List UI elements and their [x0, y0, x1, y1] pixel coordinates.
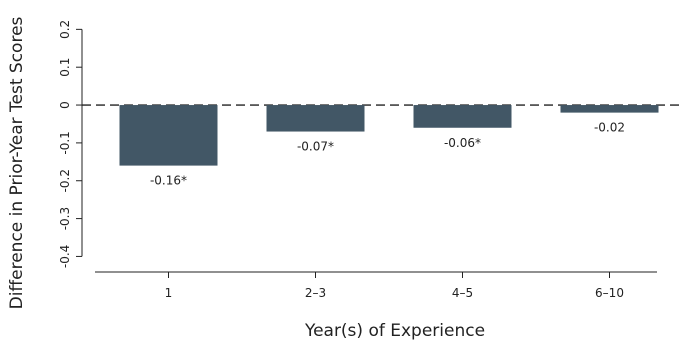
y-tick-label: -0.1 [58, 131, 72, 154]
x-tick-label: 4–5 [452, 286, 473, 300]
bar [119, 105, 218, 166]
y-axis-title: Difference in Prior-Year Test Scores [7, 16, 27, 309]
bar [266, 105, 365, 132]
bar-data-label: -0.07* [297, 140, 334, 154]
bar [413, 105, 512, 128]
bar-data-label: -0.16* [150, 174, 187, 188]
bar-data-label: -0.06* [444, 136, 481, 150]
x-tick-label: 2–3 [305, 286, 326, 300]
y-tick-label: 0 [58, 101, 72, 109]
y-tick-label: -0.2 [58, 169, 72, 192]
y-tick-label: -0.3 [58, 207, 72, 230]
bar [560, 105, 659, 113]
y-tick-label: -0.4 [58, 245, 72, 268]
x-axis-title: Year(s) of Experience [304, 321, 485, 341]
bar-data-label: -0.02 [594, 121, 625, 135]
y-tick-label: 0.1 [58, 58, 72, 77]
x-tick-label: 6–10 [595, 286, 624, 300]
x-tick-label: 1 [165, 286, 173, 300]
y-tick-label: 0.2 [58, 20, 72, 39]
